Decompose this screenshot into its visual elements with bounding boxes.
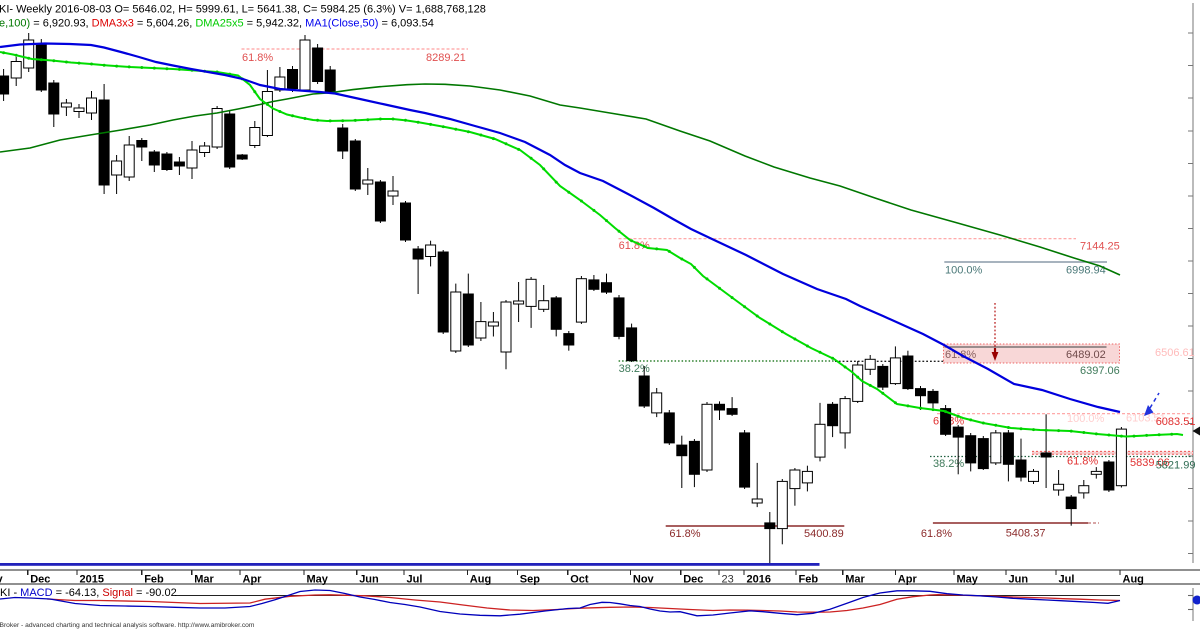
svg-text:Sep: Sep (520, 574, 540, 586)
svg-text:Aug: Aug (1123, 574, 1144, 586)
svg-text:Jun: Jun (1009, 574, 1029, 586)
svg-text:May: May (957, 574, 979, 586)
svg-text:KI - MACD = -64.13, Signal = -: KI - MACD = -64.13, Signal = -90.02 (0, 587, 177, 599)
svg-text:100.0%: 100.0% (945, 265, 983, 277)
svg-text:6103.51: 6103.51 (1126, 413, 1166, 425)
svg-text:Apr: Apr (243, 574, 263, 586)
svg-text:61.8%: 61.8% (669, 528, 700, 540)
svg-text:Apr: Apr (898, 574, 918, 586)
svg-text:61.8%: 61.8% (242, 52, 273, 64)
svg-text:May: May (307, 574, 329, 586)
svg-text:61.8%: 61.8% (619, 240, 650, 252)
svg-text:5408.37: 5408.37 (1006, 528, 1046, 540)
svg-text:iBroker - advanced charting an: iBroker - advanced charting and technica… (0, 622, 255, 629)
svg-text:Mar: Mar (845, 574, 865, 586)
svg-text:e,100) = 6,920.93, DMA3x3 = 5,: e,100) = 6,920.93, DMA3x3 = 5,604.26, DM… (0, 18, 434, 30)
svg-text:100.0%: 100.0% (1067, 413, 1105, 425)
svg-text:Dec: Dec (30, 574, 50, 586)
svg-text:2015: 2015 (80, 574, 104, 586)
svg-text:61.8%: 61.8% (921, 528, 952, 540)
svg-text:Mar: Mar (194, 574, 214, 586)
svg-text:Jul: Jul (407, 574, 423, 586)
svg-text:6506.61: 6506.61 (1155, 347, 1195, 359)
svg-text:7144.25: 7144.25 (1080, 241, 1120, 253)
svg-text:KI- Weekly 2016-08-03 O= 5646.: KI- Weekly 2016-08-03 O= 5646.02, H= 599… (0, 4, 486, 16)
svg-text:6489.02: 6489.02 (1066, 349, 1106, 361)
svg-text:6998.94: 6998.94 (1066, 265, 1106, 277)
svg-text:23: 23 (722, 574, 734, 586)
svg-text:6397.06: 6397.06 (1080, 365, 1120, 377)
svg-text:5821.99: 5821.99 (1156, 460, 1196, 472)
svg-text:Jun: Jun (359, 574, 379, 586)
svg-text:v: v (0, 574, 4, 586)
svg-text:2016: 2016 (747, 574, 771, 586)
svg-text:5839.06: 5839.06 (1130, 457, 1170, 469)
svg-text:Feb: Feb (799, 574, 819, 586)
svg-text:Feb: Feb (144, 574, 164, 586)
svg-text:Nov: Nov (633, 574, 655, 586)
svg-text:5400.89: 5400.89 (804, 528, 844, 540)
svg-text:6083.51: 6083.51 (1156, 416, 1196, 428)
svg-text:Dec: Dec (683, 574, 703, 586)
svg-text:8289.21: 8289.21 (426, 52, 466, 64)
svg-text:38.2%: 38.2% (933, 458, 964, 470)
svg-text:61.8%: 61.8% (1067, 456, 1098, 468)
svg-text:Jul: Jul (1059, 574, 1075, 586)
svg-text:Oct: Oct (570, 574, 589, 586)
svg-text:38.2%: 38.2% (619, 363, 650, 375)
svg-text:Aug: Aug (470, 574, 491, 586)
